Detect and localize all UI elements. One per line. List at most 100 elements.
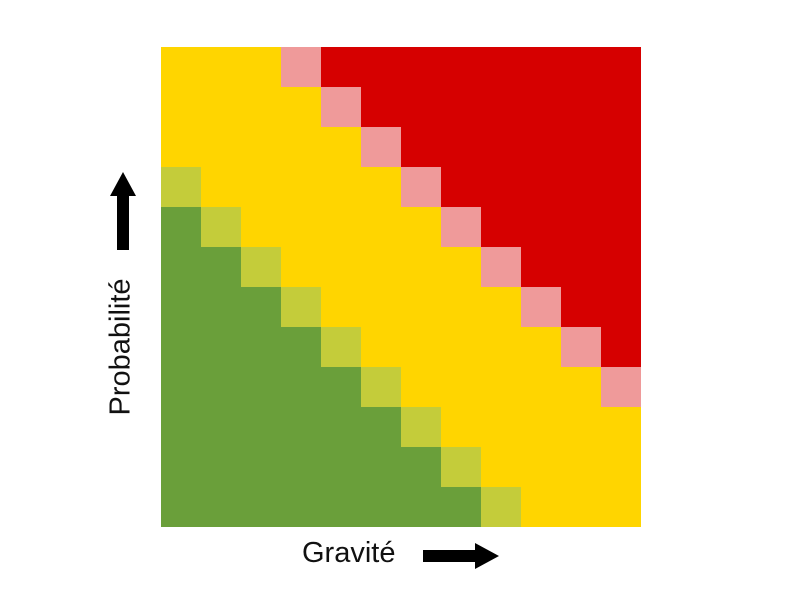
matrix-cell-medium	[241, 207, 281, 247]
matrix-cell-high-mid	[481, 247, 521, 287]
matrix-cell-low	[401, 447, 441, 487]
matrix-cell-medium	[201, 167, 241, 207]
matrix-cell-medium	[401, 207, 441, 247]
matrix-cell-low	[241, 447, 281, 487]
matrix-cell-low-mid	[441, 447, 481, 487]
matrix-cell-medium	[201, 127, 241, 167]
matrix-cell-low-mid	[201, 207, 241, 247]
matrix-cell-medium	[441, 287, 481, 327]
matrix-cell-low	[361, 487, 401, 527]
matrix-cell-low	[241, 287, 281, 327]
matrix-cell-high	[601, 127, 641, 167]
matrix-cell-high	[561, 127, 601, 167]
matrix-cell-low	[201, 327, 241, 367]
matrix-cell-medium	[281, 87, 321, 127]
matrix-cell-low	[281, 367, 321, 407]
matrix-cell-medium	[241, 87, 281, 127]
matrix-cell-high	[561, 47, 601, 87]
matrix-cell-low-mid	[361, 367, 401, 407]
matrix-cell-medium	[161, 47, 201, 87]
matrix-cell-low	[161, 207, 201, 247]
matrix-cell-high	[481, 127, 521, 167]
matrix-cell-high-mid	[281, 47, 321, 87]
risk-matrix-grid	[161, 47, 641, 527]
matrix-cell-high	[601, 287, 641, 327]
matrix-cell-high-mid	[401, 167, 441, 207]
matrix-cell-high	[561, 207, 601, 247]
matrix-cell-high	[401, 47, 441, 87]
matrix-cell-low-mid	[281, 287, 321, 327]
matrix-cell-high	[521, 207, 561, 247]
matrix-cell-high	[361, 47, 401, 87]
matrix-cell-low	[321, 407, 361, 447]
matrix-cell-medium	[561, 407, 601, 447]
matrix-cell-high	[561, 87, 601, 127]
matrix-cell-low	[201, 487, 241, 527]
matrix-cell-high	[441, 47, 481, 87]
matrix-cell-high	[561, 247, 601, 287]
matrix-cell-low-mid	[321, 327, 361, 367]
matrix-cell-medium	[481, 327, 521, 367]
matrix-cell-low	[201, 407, 241, 447]
matrix-cell-low	[161, 367, 201, 407]
matrix-cell-high-mid	[361, 127, 401, 167]
matrix-cell-high	[601, 327, 641, 367]
matrix-cell-medium	[281, 207, 321, 247]
matrix-cell-medium	[481, 407, 521, 447]
matrix-cell-medium	[601, 487, 641, 527]
matrix-cell-high	[401, 87, 441, 127]
matrix-cell-medium	[361, 327, 401, 367]
matrix-cell-low	[161, 247, 201, 287]
matrix-cell-medium	[601, 407, 641, 447]
matrix-cell-medium	[561, 447, 601, 487]
matrix-cell-high-mid	[441, 207, 481, 247]
matrix-cell-medium	[281, 127, 321, 167]
matrix-cell-high	[521, 127, 561, 167]
matrix-cell-medium	[401, 327, 441, 367]
matrix-cell-low	[401, 487, 441, 527]
matrix-cell-low	[161, 287, 201, 327]
matrix-cell-high	[441, 127, 481, 167]
matrix-cell-medium	[441, 327, 481, 367]
matrix-cell-high	[401, 127, 441, 167]
matrix-cell-medium	[441, 367, 481, 407]
matrix-cell-low-mid	[161, 167, 201, 207]
matrix-cell-medium	[241, 127, 281, 167]
matrix-cell-medium	[521, 367, 561, 407]
matrix-cell-high	[561, 167, 601, 207]
matrix-cell-low	[161, 407, 201, 447]
matrix-cell-medium	[521, 487, 561, 527]
matrix-cell-low	[281, 447, 321, 487]
matrix-cell-low	[441, 487, 481, 527]
matrix-cell-low	[241, 407, 281, 447]
matrix-cell-medium	[161, 127, 201, 167]
matrix-cell-high	[521, 167, 561, 207]
matrix-cell-low	[281, 407, 321, 447]
matrix-cell-low	[281, 487, 321, 527]
matrix-cell-low	[161, 327, 201, 367]
matrix-cell-high-mid	[561, 327, 601, 367]
matrix-cell-medium	[481, 367, 521, 407]
matrix-cell-high	[521, 247, 561, 287]
matrix-cell-low-mid	[481, 487, 521, 527]
matrix-cell-high	[361, 87, 401, 127]
matrix-cell-medium	[321, 167, 361, 207]
matrix-cell-medium	[281, 247, 321, 287]
matrix-cell-medium	[401, 287, 441, 327]
matrix-cell-medium	[321, 207, 361, 247]
matrix-cell-low	[201, 247, 241, 287]
matrix-cell-medium	[601, 447, 641, 487]
matrix-cell-medium	[361, 247, 401, 287]
matrix-cell-high	[601, 87, 641, 127]
matrix-cell-medium	[361, 167, 401, 207]
arrow-up-icon	[110, 172, 136, 250]
matrix-cell-medium	[521, 447, 561, 487]
matrix-cell-low	[361, 407, 401, 447]
x-axis-label: Gravité	[302, 537, 396, 569]
matrix-cell-low-mid	[401, 407, 441, 447]
matrix-cell-high	[601, 167, 641, 207]
y-axis-label: Probabilité	[104, 278, 137, 416]
matrix-cell-low	[241, 367, 281, 407]
matrix-cell-medium	[241, 167, 281, 207]
matrix-cell-medium	[281, 167, 321, 207]
